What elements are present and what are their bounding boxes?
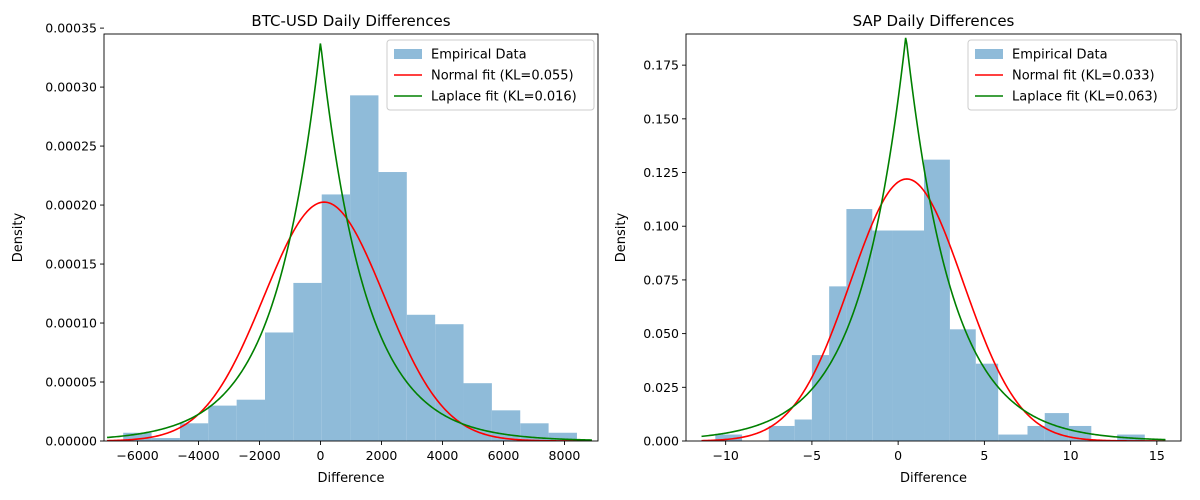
legend-swatch <box>975 49 1003 59</box>
chart-title: SAP Daily Differences <box>853 12 1015 30</box>
histogram-bar <box>794 419 812 441</box>
x-tick-label: −10 <box>712 448 738 463</box>
y-tick-label: 0.00035 <box>45 21 97 36</box>
x-tick-label: 5 <box>980 448 988 463</box>
histogram-bar <box>350 95 379 441</box>
histogram-bar <box>548 432 577 441</box>
histogram-bar <box>1044 413 1069 441</box>
histogram-bar <box>265 332 294 441</box>
y-axis-label: Density <box>11 212 26 262</box>
histogram-bar <box>975 363 999 441</box>
laplace-fit-line <box>701 37 1166 441</box>
laplace-fit-line <box>106 43 592 441</box>
normal-fit-line <box>701 178 1166 441</box>
x-axis-label: Difference <box>317 471 384 486</box>
legend-entry: Laplace fit (KL=0.063) <box>1012 90 1158 105</box>
y-tick-label: 0.00025 <box>45 139 97 154</box>
y-tick-label: 0.175 <box>643 58 679 73</box>
histogram-bar <box>321 194 351 441</box>
y-tick-label: 0.00030 <box>45 80 97 95</box>
x-tick-label: −4000 <box>177 448 219 463</box>
y-axis-label: Density <box>614 212 629 262</box>
x-axis-label: Difference <box>900 471 967 486</box>
axes-frame <box>685 33 1182 442</box>
legend-entry: Empirical Data <box>431 48 527 63</box>
x-tick-label: −6000 <box>116 448 158 463</box>
legend-swatch <box>394 49 422 59</box>
x-tick-label: 15 <box>1149 448 1165 463</box>
subplot-2: −10 −5 0 5 10 15 0.000 0.025 0.050 0.075 0.100 0.12… <box>614 12 1182 486</box>
axes-frame <box>103 33 599 442</box>
histogram-bar <box>811 355 830 441</box>
histogram-bar <box>208 405 237 441</box>
plot-area <box>701 37 1166 441</box>
y-tick-label: 0.00010 <box>45 316 97 331</box>
histogram-bar <box>872 230 893 441</box>
histogram-bar <box>1027 425 1045 441</box>
x-tick-label: −5 <box>803 448 821 463</box>
histogram-bar <box>829 286 847 441</box>
histogram-bar <box>846 209 873 441</box>
chart-title: BTC-USD Daily Differences <box>251 12 450 30</box>
histogram-bar <box>768 425 795 441</box>
x-tick-label: 2000 <box>366 448 398 463</box>
x-tick-label: 10 <box>1063 448 1079 463</box>
legend-entry: Normal fit (KL=0.055) <box>431 69 574 84</box>
y-tick-label: 0.100 <box>643 219 679 234</box>
y-tick-label: 0.075 <box>643 272 679 287</box>
histogram-bar <box>378 172 407 441</box>
legend: Empirical Data Normal fit (KL=0.055) Lapla… <box>386 39 595 111</box>
histogram-bar <box>924 159 950 441</box>
y-tick-label: 0.000 <box>643 434 679 449</box>
histogram-bar <box>406 314 436 441</box>
x-tick-label: 4000 <box>427 448 459 463</box>
histogram-bar <box>236 399 266 441</box>
x-tick-label: 0 <box>317 448 325 463</box>
legend-entry: Normal fit (KL=0.033) <box>1012 69 1155 84</box>
y-tick-label: 0.150 <box>643 111 679 126</box>
legend-entry: Empirical Data <box>1012 48 1108 63</box>
histogram-bar <box>949 329 976 441</box>
y-tick-label: 0.00015 <box>45 257 97 272</box>
y-tick-label: 0.125 <box>643 165 679 180</box>
plot-area <box>106 43 592 441</box>
histogram-bar <box>435 324 464 441</box>
histogram-bar <box>892 230 925 441</box>
x-tick-label: 0 <box>894 448 902 463</box>
subplot-1: −6000 −4000 −2000 0 2000 4000 6000 8000 0.00000 0… <box>11 12 599 486</box>
legend-frame <box>386 39 595 111</box>
histogram-bar <box>998 434 1028 441</box>
histogram-bar <box>293 282 322 441</box>
histogram-bar <box>715 434 743 441</box>
legend-entry: Laplace fit (KL=0.016) <box>431 90 577 105</box>
y-tick-label: 0.00000 <box>45 434 97 449</box>
x-tick-label: 8000 <box>549 448 581 463</box>
y-tick-label: 0.025 <box>643 380 679 395</box>
y-tick-label: 0.050 <box>643 326 679 341</box>
legend-frame <box>967 39 1178 111</box>
histogram-bar <box>123 432 152 441</box>
y-tick-label: 0.00020 <box>45 198 97 213</box>
y-tick-label: 0.00005 <box>45 375 97 390</box>
x-tick-label: −2000 <box>238 448 280 463</box>
x-tick-label: 6000 <box>488 448 520 463</box>
histogram-bar <box>151 438 180 441</box>
histogram-bar <box>179 423 209 441</box>
legend: Empirical Data Normal fit (KL=0.033) Lapla… <box>967 39 1178 111</box>
normal-fit-line <box>107 201 592 441</box>
